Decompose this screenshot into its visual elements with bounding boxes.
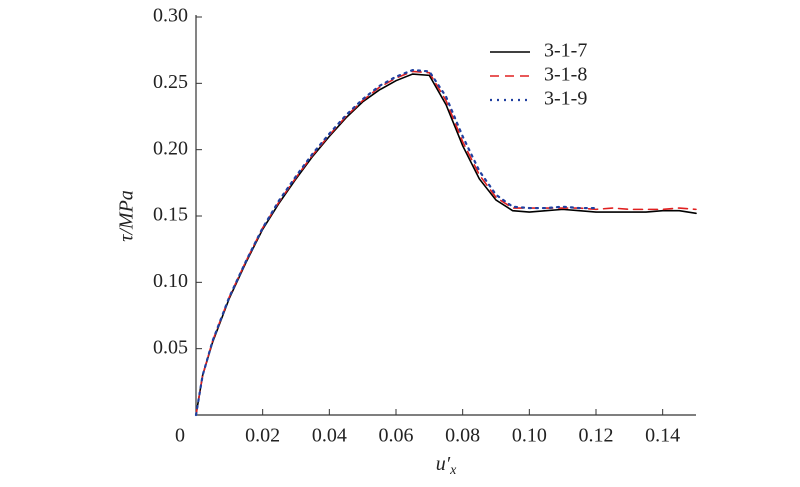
x-tick-label: 0 bbox=[175, 425, 185, 447]
series-line bbox=[195, 70, 697, 416]
series-line bbox=[194, 68, 598, 417]
x-tick-label: 0.06 bbox=[379, 425, 414, 447]
y-tick-label: 0.10 bbox=[153, 270, 188, 292]
y-tick-label: 0.20 bbox=[153, 137, 188, 159]
x-tick-label: 0.08 bbox=[445, 425, 480, 447]
series-line bbox=[195, 73, 697, 416]
x-tick-label: 0.14 bbox=[645, 425, 680, 447]
y-tick-label: 0.05 bbox=[153, 336, 188, 358]
legend-label: 3-1-8 bbox=[544, 64, 587, 86]
x-tick-label: 0.02 bbox=[245, 425, 280, 447]
x-tick-label: 0.10 bbox=[512, 425, 547, 447]
x-tick-label: 0.04 bbox=[312, 425, 347, 447]
x-axis-label-base: u′ bbox=[436, 453, 451, 475]
x-axis-label: u′x bbox=[436, 453, 457, 479]
y-tick-label: 0.15 bbox=[153, 204, 188, 226]
y-axis-label: τ/MPa bbox=[116, 190, 138, 242]
x-axis-label-sub: x bbox=[449, 463, 457, 478]
legend-label: 3-1-7 bbox=[544, 40, 587, 62]
legend-label: 3-1-9 bbox=[544, 88, 587, 110]
y-tick-label: 0.25 bbox=[153, 71, 188, 93]
y-tick-label: 0.30 bbox=[153, 5, 188, 27]
x-tick-label: 0.12 bbox=[579, 425, 614, 447]
